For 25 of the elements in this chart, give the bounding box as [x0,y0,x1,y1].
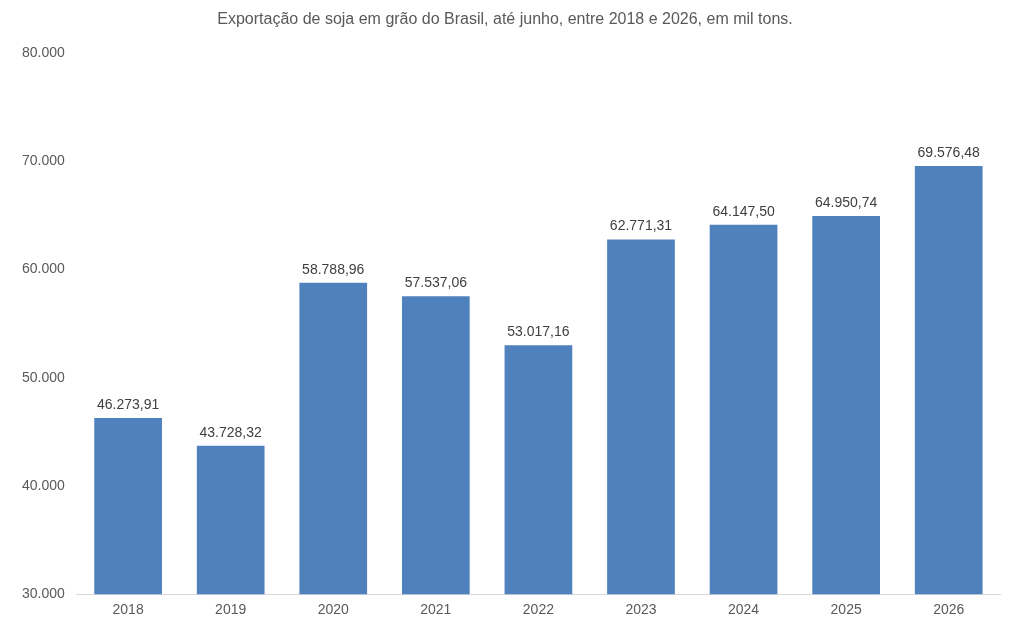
x-tick-label: 2025 [830,601,862,618]
data-label: 64.950,74 [814,193,878,210]
x-tick-label: 2023 [625,601,657,618]
data-label: 62.771,31 [609,217,673,234]
y-tick-label: 50.000 [21,368,66,385]
chart-title: Exportação de soja em grão do Brasil, até junho, entre 2018 e 2026, em mil tons. [217,10,793,28]
data-label: 46.273,91 [96,395,160,412]
data-label: 64.147,50 [712,202,775,219]
x-tick-label: 2022 [522,601,555,618]
y-tick-label: 80.000 [21,44,66,61]
x-tick-label: 2021 [420,601,452,618]
x-tick-label: 2024 [727,601,760,618]
y-tick-label: 30.000 [21,585,66,602]
data-label: 58.788,96 [302,260,365,277]
y-tick-label: 40.000 [21,476,66,493]
data-label: 43.728,32 [199,423,263,440]
x-tick-label: 2018 [112,601,144,618]
x-tick-label: 2026 [933,601,965,618]
data-label: 57.537,06 [404,274,468,291]
data-label: 69.576,48 [917,143,981,160]
x-tick-label: 2019 [215,601,247,618]
y-tick-label: 70.000 [21,152,66,169]
data-label: 53.017,16 [507,323,570,340]
y-tick-label: 60.000 [21,260,66,277]
x-tick-label: 2020 [317,601,350,618]
